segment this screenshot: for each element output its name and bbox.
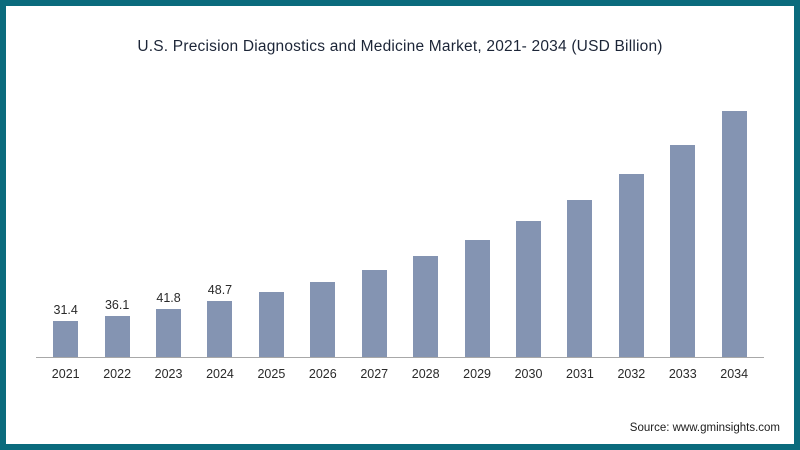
bar-group	[606, 174, 657, 357]
bar-chart: 31.4 36.1 41.8 48.7	[36, 96, 764, 358]
bar-group: 36.1	[91, 298, 142, 357]
bar	[310, 282, 336, 357]
bar	[670, 145, 696, 357]
bar	[618, 174, 644, 357]
x-tick-label: 2024	[206, 367, 234, 381]
x-tick-label: 2023	[154, 367, 183, 381]
chart-title: U.S. Precision Diagnostics and Medicine …	[137, 38, 663, 55]
bar	[53, 321, 79, 357]
x-tick-label: 2025	[257, 367, 286, 381]
bar-group	[246, 292, 297, 357]
bar	[156, 309, 182, 357]
x-tick-label: 2033	[668, 367, 697, 381]
bar-group: 48.7	[194, 283, 245, 357]
bar	[516, 221, 541, 357]
bar	[258, 292, 284, 357]
bar-group	[451, 240, 502, 357]
bar	[104, 316, 130, 357]
x-tick-label: 2027	[360, 367, 389, 381]
x-axis-labels: 2021 2022 2023 2024 2025 2026 2027 2028 2029 2030…	[36, 358, 764, 381]
bar-group	[297, 282, 348, 357]
bar-value-label: 31.4	[53, 303, 78, 317]
bar-value-label: 41.8	[156, 291, 181, 305]
x-tick-label: 2021	[51, 367, 80, 381]
plot-area: 31.4 36.1 41.8 48.7 2021 2022 2023 2024 2025 202…	[36, 96, 764, 381]
bar-value-label: 48.7	[207, 283, 233, 297]
bar-group	[708, 111, 759, 357]
x-tick-label: 2029	[463, 367, 491, 381]
x-tick-label: 2028	[411, 367, 440, 381]
bar	[413, 256, 439, 357]
bar	[721, 111, 747, 357]
bar-group	[657, 145, 708, 357]
bar-group	[554, 200, 605, 357]
x-tick-label: 2031	[566, 367, 594, 381]
bar-group	[400, 256, 451, 357]
bar-group: 41.8	[143, 291, 194, 357]
bar-group	[503, 221, 554, 357]
source-attribution: Source: www.gminsights.com	[629, 422, 780, 434]
bar	[207, 301, 233, 357]
bar-group: 31.4	[40, 303, 91, 357]
x-tick-label: 2034	[720, 367, 749, 381]
bar	[464, 240, 490, 357]
x-tick-label: 2026	[308, 367, 337, 381]
x-tick-label: 2022	[103, 367, 132, 381]
bar	[361, 270, 387, 357]
bar-value-label: 36.1	[104, 298, 130, 312]
bar	[567, 200, 593, 357]
bar-group	[349, 270, 400, 357]
x-tick-label: 2032	[617, 367, 646, 381]
x-tick-label: 2030	[514, 367, 543, 381]
